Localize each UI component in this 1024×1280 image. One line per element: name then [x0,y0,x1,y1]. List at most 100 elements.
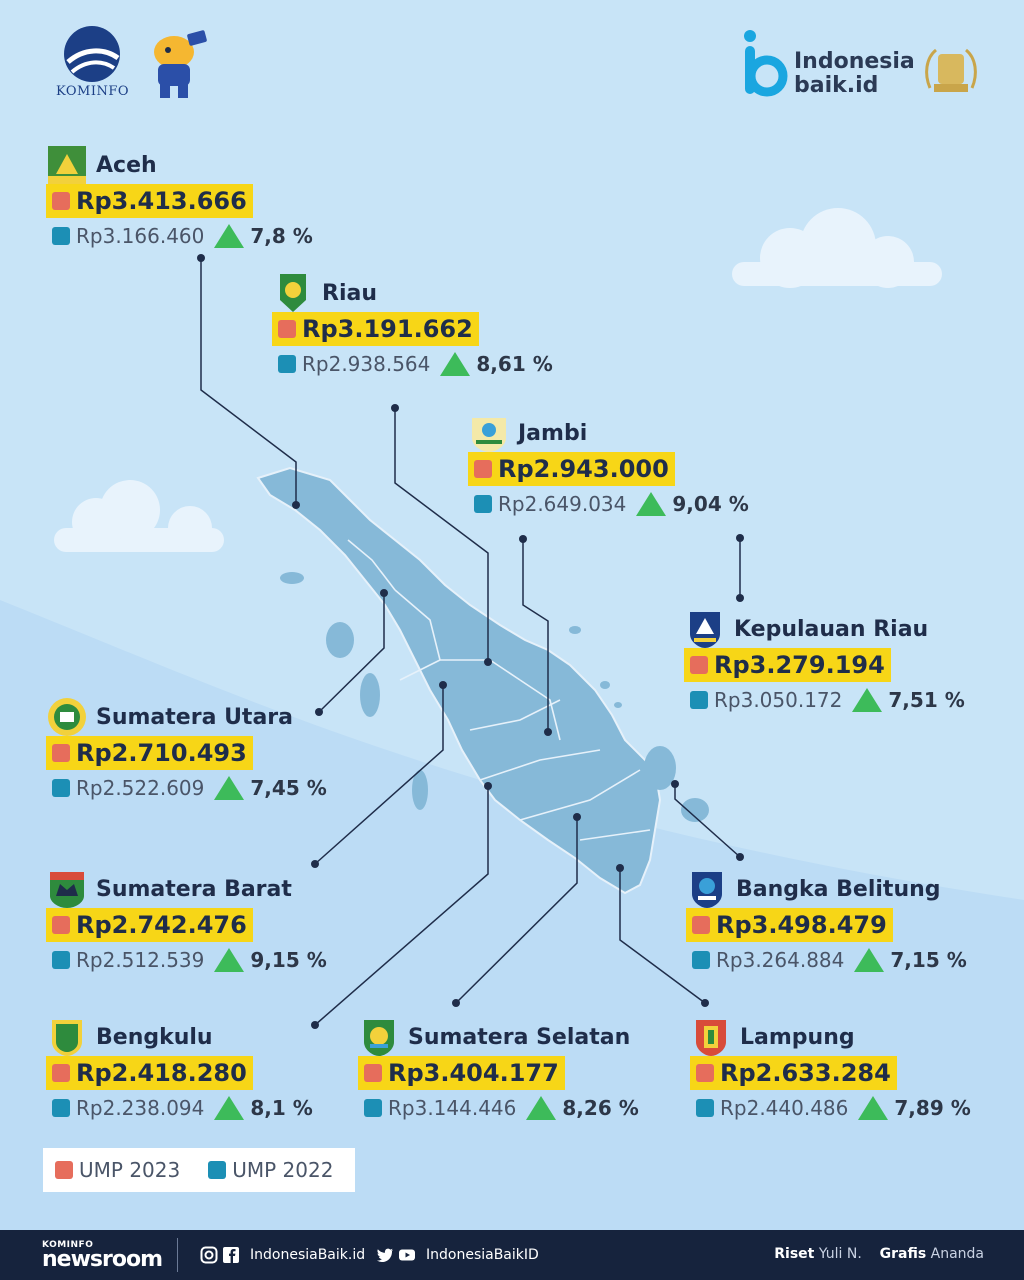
province-name: Riau [322,280,377,306]
lampung-emblem-icon [696,1020,726,1056]
province-aceh: Aceh Rp3.413.666 Rp3.166.460 7,8 % [46,146,313,248]
indonesiabaik-wordmark: Indonesia baik.id [794,50,915,98]
ump-2023-marker [696,1064,714,1082]
province-bangka-belitung: Bangka Belitung Rp3.498.479 Rp3.264.884 7… [686,872,967,972]
legend-label-2022: UMP 2022 [232,1158,334,1182]
ump-2022-marker [52,779,70,797]
province-sumatera-selatan: Sumatera Selatan Rp3.404.177 Rp3.144.446… [358,1020,639,1120]
province-name: Sumatera Barat [96,876,292,902]
ump-2022-marker [52,227,70,245]
footer-divider [177,1238,178,1272]
province-name: Jambi [518,420,588,446]
social-handle-twitter-youtube[interactable]: IndonesiaBaikID [426,1247,539,1263]
twitter-icon [377,1248,393,1262]
ump-2022-row: Rp2.522.609 7,45 % [46,776,327,800]
grafis-name: Ananda [930,1246,984,1262]
ump-2023-row: Rp2.742.476 [46,908,253,942]
ump-2022-value: Rp2.238.094 [76,1096,205,1120]
kominfo-label: KOMINFO [56,84,130,99]
legend-marker-2023 [55,1161,73,1179]
ump-2022-marker [692,951,710,969]
credits: Riset Yuli N. Grafis Ananda [774,1246,984,1262]
indonesiabaik-line1: Indonesia [794,49,915,74]
increase-percent: 8,1 % [250,1096,313,1120]
province-sumatera-utara: Sumatera Utara Rp2.710.493 Rp2.522.609 7,… [46,698,327,800]
province-name: Aceh [96,152,157,178]
ump-2023-marker [692,916,710,934]
sumatera-utara-emblem-icon [48,698,86,736]
increase-arrow-icon [214,776,245,800]
ump-2023-row: Rp3.498.479 [686,908,893,942]
province-bengkulu: Bengkulu Rp2.418.280 Rp2.238.094 8,1 % [46,1020,313,1120]
ump-2023-row: Rp3.191.662 [272,312,479,346]
riset-name: Yuli N. [818,1246,862,1262]
legend: UMP 2023 UMP 2022 [43,1148,355,1192]
ump-2022-marker [696,1099,714,1117]
province-name: Bengkulu [96,1024,213,1050]
province-borders [347,539,651,841]
ump-2022-row: Rp3.166.460 7,8 % [46,224,313,248]
increase-percent: 8,61 % [476,352,553,376]
ump-2023-marker [364,1064,382,1082]
increase-percent: 9,15 % [250,948,327,972]
ump-2023-row: Rp3.279.194 [684,648,891,682]
province-kepulauan-riau: Kepulauan Riau Rp3.279.194 Rp3.050.172 7,… [684,612,965,712]
small-islands [280,572,709,822]
ump-2023-marker [52,1064,70,1082]
social-group-1: IndonesiaBaik.id [200,1246,365,1264]
leader-lines [200,258,741,1026]
indonesiabaik-logo-icon [744,30,788,97]
ump-2023-marker [52,744,70,762]
ump-2022-marker [278,355,296,373]
youtube-icon [399,1249,415,1261]
newsroom-label: newsroom [42,1247,163,1272]
ump-2022-value: Rp2.649.034 [498,492,627,516]
footer-bar: KOMINFO newsroom IndonesiaBaik.id Indone… [0,1230,1024,1280]
increase-arrow-icon [858,1096,889,1120]
ump-2023-marker [474,460,492,478]
ump-2022-value: Rp2.938.564 [302,352,431,376]
increase-percent: 7,15 % [890,948,967,972]
ump-2022-row: Rp3.144.446 8,26 % [358,1096,639,1120]
kominfo-logo-icon [64,26,120,82]
ump-2023-value: Rp2.633.284 [720,1059,891,1087]
province-riau: Riau Rp3.191.662 Rp2.938.564 8,61 % [272,274,553,376]
ump-2022-row: Rp2.938.564 8,61 % [272,352,553,376]
ump-2023-value: Rp3.191.662 [302,315,473,343]
province-name: Bangka Belitung [736,876,941,902]
ump-2023-row: Rp2.710.493 [46,736,253,770]
grafis-label: Grafis [879,1246,927,1262]
sumatra-island [256,466,662,895]
indonesiabaik-line2: baik.id [794,73,879,98]
ump-2023-value: Rp2.943.000 [498,455,669,483]
province-sumatera-barat: Sumatera Barat Rp2.742.476 Rp2.512.539 9,… [46,872,327,972]
province-name: Sumatera Utara [96,704,293,730]
kominfo-newsroom-logo: KOMINFO newsroom [42,1240,163,1272]
ump-2022-row: Rp2.649.034 9,04 % [468,492,749,516]
bengkulu-emblem-icon [52,1020,82,1056]
province-name: Kepulauan Riau [734,616,929,642]
ump-2023-value: Rp2.742.476 [76,911,247,939]
ump-2022-value: Rp3.166.460 [76,224,205,248]
ump-2022-value: Rp2.522.609 [76,776,205,800]
increase-percent: 7,8 % [250,224,313,248]
ump-2022-marker [474,495,492,513]
ump-2022-row: Rp2.238.094 8,1 % [46,1096,313,1120]
ump-2022-row: Rp3.050.172 7,51 % [684,688,965,712]
legend-item-ump-2023: UMP 2023 [55,1158,180,1182]
ump-2022-row: Rp2.440.486 7,89 % [690,1096,971,1120]
facebook-icon [223,1247,239,1263]
cloud-left [54,480,224,552]
cloud-right [732,208,942,288]
increase-arrow-icon [440,352,471,376]
province-lampung: Lampung Rp2.633.284 Rp2.440.486 7,89 % [690,1020,971,1120]
kepulauan-riau-emblem-icon [690,612,720,648]
ump-2023-marker [278,320,296,338]
increase-percent: 7,89 % [894,1096,971,1120]
social-handle-instagram-facebook[interactable]: IndonesiaBaik.id [250,1247,366,1263]
ump-2023-value: Rp3.413.666 [76,187,247,215]
increase-percent: 8,26 % [562,1096,639,1120]
ump-2023-marker [52,916,70,934]
legend-marker-2022 [208,1161,227,1179]
legend-item-ump-2022: UMP 2022 [208,1158,333,1182]
